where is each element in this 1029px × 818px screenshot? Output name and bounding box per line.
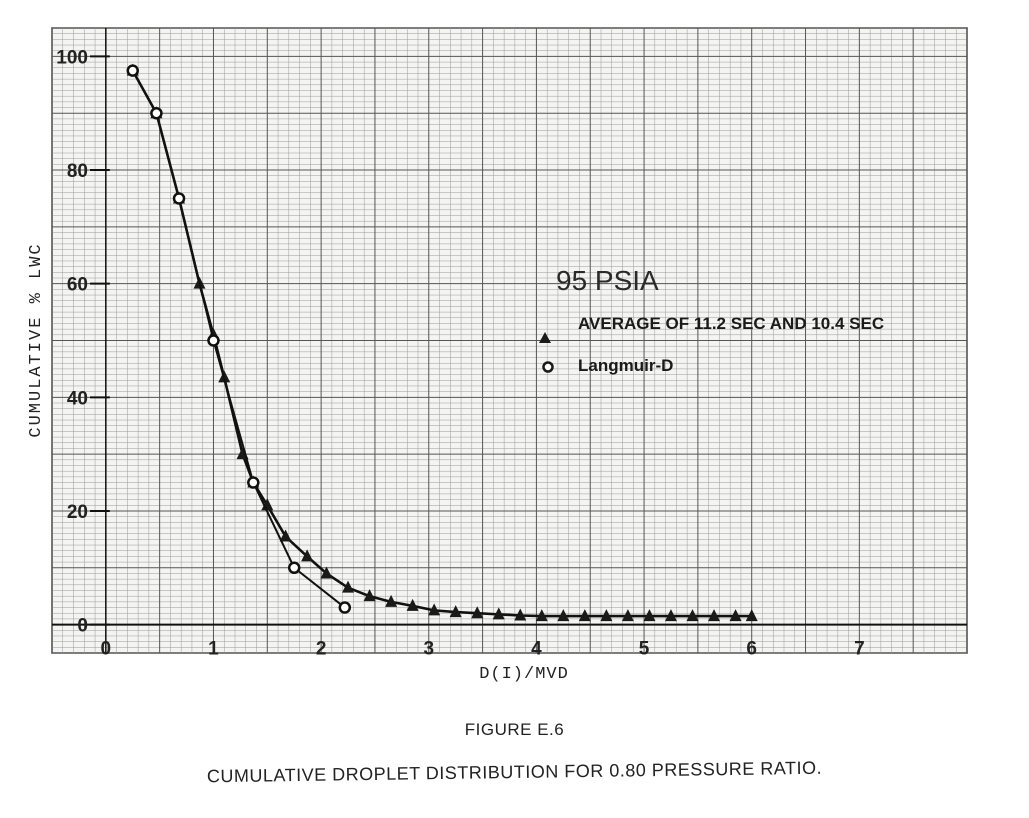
grid-major	[51, 28, 968, 653]
data-point-triangle	[578, 609, 591, 622]
data-point-triangle	[406, 598, 419, 611]
y-tick-label: 60	[67, 275, 88, 296]
legend: AVERAGE OF 11.2 SEC AND 10.4 SEC Langmui…	[539, 314, 884, 375]
data-point-circle	[287, 561, 301, 575]
data-point-circle	[150, 106, 163, 120]
x-tick-label: 6	[746, 639, 757, 660]
data-point-triangle	[557, 609, 570, 622]
data-point-triangle	[621, 609, 634, 622]
data-point-triangle	[385, 594, 398, 607]
tick-labels: 0 1 2 3 4 5 6 7 0 20 40 60 80 100	[56, 47, 864, 659]
data-point-triangle	[708, 609, 721, 622]
data-point-circle	[207, 334, 220, 347]
legend-item-average: AVERAGE OF 11.2 SEC AND 10.4 SEC	[539, 314, 884, 343]
data-point-triangle	[686, 609, 699, 622]
data-point-triangle	[428, 603, 441, 616]
data-point-triangle	[279, 529, 292, 542]
x-tick-label: 7	[854, 639, 865, 660]
legend-circle-marker	[542, 361, 554, 373]
data-point-triangle	[535, 609, 548, 622]
y-tick-label: 40	[67, 388, 88, 409]
x-tick-label: 4	[531, 639, 542, 660]
legend-label-langmuir: Langmuir-D	[578, 356, 673, 375]
data-point-circle	[247, 476, 260, 489]
data-point-triangle	[449, 605, 462, 618]
x-tick-label: 2	[316, 639, 327, 660]
data-point-circle	[338, 601, 352, 614]
figure-label: FIGURE E.6	[464, 720, 565, 739]
x-axis-label: D(I)/MVD	[479, 665, 569, 684]
data-point-triangle	[600, 609, 613, 622]
data-point-triangle	[320, 566, 333, 579]
data-point-triangle	[342, 580, 355, 593]
y-tick-label: 0	[77, 616, 88, 637]
data-point-triangle	[664, 609, 677, 622]
series-layer	[126, 63, 758, 622]
annotation-pressure: 95 PSIA	[556, 265, 659, 296]
y-tick-label: 20	[67, 502, 88, 523]
data-point-triangle	[363, 589, 376, 602]
data-point-circle	[172, 192, 186, 205]
x-tick-label: 5	[639, 639, 650, 660]
data-point-circle	[126, 64, 139, 77]
y-axis-label: CUMULATIVE % LWC	[27, 242, 46, 437]
data-point-triangle	[729, 609, 742, 622]
data-point-triangle	[514, 608, 527, 621]
legend-label-average: AVERAGE OF 11.2 SEC AND 10.4 SEC	[578, 314, 884, 333]
data-point-triangle	[745, 609, 758, 622]
x-tick-label: 3	[423, 639, 434, 660]
data-point-triangle	[643, 609, 656, 622]
x-tick-label: 1	[208, 639, 219, 660]
data-point-triangle	[471, 606, 484, 619]
y-tick-label: 80	[67, 161, 88, 182]
data-point-triangle	[301, 549, 314, 562]
data-point-triangle	[492, 607, 505, 620]
legend-item-langmuir: Langmuir-D	[542, 356, 673, 375]
y-tick-label: 100	[56, 47, 88, 68]
legend-triangle-marker	[539, 332, 551, 343]
axes	[52, 28, 967, 653]
x-tick-label: 0	[101, 639, 112, 660]
